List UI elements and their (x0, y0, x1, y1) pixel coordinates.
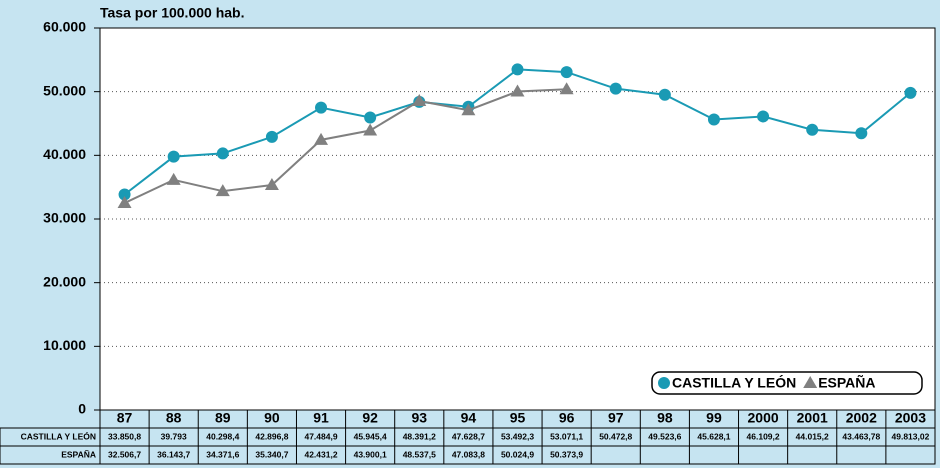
table-cell: 36.143,7 (157, 449, 190, 459)
table-cell: 50.373,9 (550, 449, 583, 459)
y-tick-label: 30.000 (43, 210, 86, 226)
data-point (166, 172, 181, 185)
table-cell: 53.071,1 (550, 431, 583, 441)
y-tick-label: 60.000 (43, 19, 86, 35)
y-tick-label: 40.000 (43, 146, 86, 162)
x-tick-label: 97 (608, 410, 624, 426)
data-point (264, 177, 279, 190)
data-point (117, 196, 132, 209)
legend-label: CASTILLA Y LEÓN (672, 374, 796, 391)
data-point (757, 110, 770, 123)
data-point (215, 184, 230, 197)
data-point (412, 93, 427, 106)
table-cell: 48.537,5 (403, 449, 436, 459)
series-line (124, 88, 567, 204)
table-row-label: CASTILLA Y LEÓN (21, 430, 96, 441)
x-tick-label: 92 (362, 410, 378, 426)
x-tick-label: 2001 (797, 410, 828, 426)
data-point (511, 63, 524, 76)
table-cell: 47.484,9 (304, 431, 337, 441)
subtitle: Tasa por 100.000 hab. (100, 5, 244, 21)
x-tick-label: 98 (657, 410, 673, 426)
table-row-label: ESPAÑA (61, 449, 96, 459)
data-point (314, 132, 329, 145)
table-cell: 34.371,6 (206, 449, 239, 459)
data-point (658, 88, 671, 101)
table-cell: 46.109,2 (747, 431, 780, 441)
table-cell: 49.813,02 (892, 431, 930, 441)
table-cell: 45.628,1 (697, 431, 730, 441)
y-tick-label: 10.000 (43, 337, 86, 353)
x-tick-label: 88 (166, 410, 182, 426)
y-tick-label: 0 (78, 401, 86, 417)
x-tick-label: 95 (510, 410, 526, 426)
table-cell: 50.472,8 (599, 431, 632, 441)
x-tick-label: 99 (706, 410, 722, 426)
data-point (559, 82, 574, 95)
data-point (904, 86, 917, 99)
x-tick-label: 93 (411, 410, 427, 426)
legend-marker (803, 376, 818, 388)
data-point (118, 188, 131, 201)
table-cell: 47.083,8 (452, 449, 485, 459)
data-point (855, 127, 868, 140)
data-point (461, 103, 476, 116)
data-point (707, 113, 720, 126)
x-tick-label: 2003 (895, 410, 926, 426)
x-tick-label: 96 (559, 410, 575, 426)
x-tick-label: 89 (215, 410, 231, 426)
table-cell: 42.431,2 (304, 449, 337, 459)
data-point (560, 66, 573, 79)
table-cell: 48.391,2 (403, 431, 436, 441)
table-cell: 44.015,2 (796, 431, 829, 441)
y-tick-label: 50.000 (43, 82, 86, 98)
table-cell: 32.506,7 (108, 449, 141, 459)
data-point (265, 130, 278, 143)
table-cell: 50.024,9 (501, 449, 534, 459)
y-tick-label: 20.000 (43, 273, 86, 289)
table-cell: 47.628,7 (452, 431, 485, 441)
table-cell: 42.896,8 (255, 431, 288, 441)
table-cell: 43.900,1 (354, 449, 387, 459)
table-cell: 35.340,7 (255, 449, 288, 459)
table-cell: 43.463,78 (842, 431, 880, 441)
x-tick-label: 94 (461, 410, 477, 426)
table-cell: 53.492,3 (501, 431, 534, 441)
data-point (510, 84, 525, 97)
data-point (363, 123, 378, 136)
data-point (315, 101, 328, 114)
table-cell: 49.523,6 (648, 431, 681, 441)
legend-label: ESPAÑA (818, 374, 875, 391)
table-cell: 45.945,4 (354, 431, 387, 441)
table-cell: 39.793 (161, 431, 187, 441)
table-cell: 40.298,4 (206, 431, 239, 441)
legend-marker (658, 377, 670, 389)
data-point (167, 150, 180, 163)
x-tick-label: 87 (117, 410, 133, 426)
data-point (609, 82, 622, 95)
x-tick-label: 2000 (748, 410, 779, 426)
legend-box (651, 371, 923, 395)
table-cell: 33.850,8 (108, 431, 141, 441)
x-tick-label: 2002 (846, 410, 877, 426)
x-tick-label: 91 (313, 410, 329, 426)
data-point (364, 111, 377, 124)
data-point (216, 147, 229, 160)
data-point (806, 123, 819, 136)
x-tick-label: 90 (264, 410, 280, 426)
